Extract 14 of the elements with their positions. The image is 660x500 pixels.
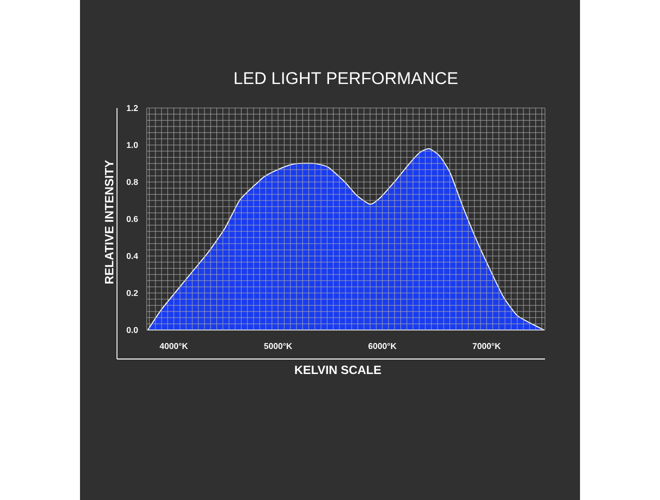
y-tick-label: 0.2 [126, 290, 138, 296]
x-tick-label: 5000°K [264, 343, 292, 350]
x-tick-label: 4000°K [160, 343, 188, 350]
y-tick-label: 0.6 [126, 216, 138, 222]
x-axis-title: KELVIN SCALE [295, 366, 381, 374]
y-tick-label: 0.8 [126, 178, 138, 185]
y-axis-title: RELATIVE INTENSITY [104, 160, 114, 284]
y-tick-label: 0.4 [126, 252, 138, 259]
y-tick-label: 1.0 [126, 142, 138, 148]
x-tick-label: 7000°K [472, 343, 501, 350]
x-tick-label: 6000°K [368, 343, 396, 350]
chart-title: LED LIGHT PERFORMANCE [234, 72, 458, 84]
y-tick-label: 0.0 [126, 326, 138, 333]
y-tick-label: 1.2 [126, 105, 138, 111]
